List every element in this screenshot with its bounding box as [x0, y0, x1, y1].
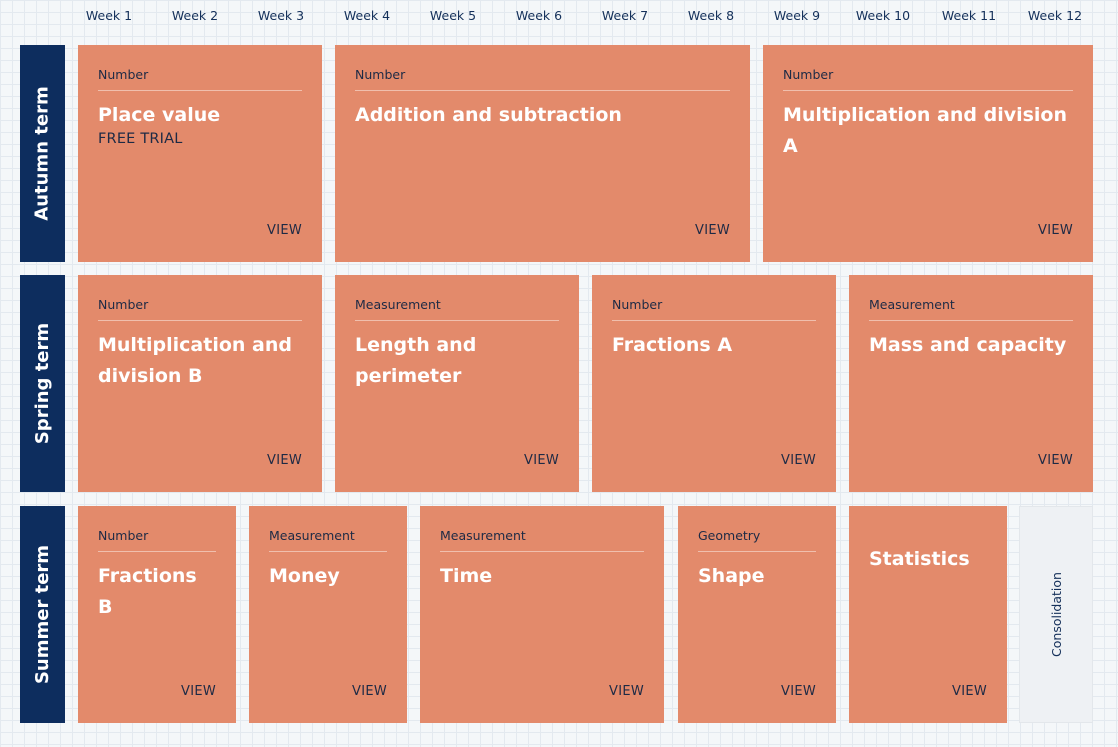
unit-title: Multiplication and division A [783, 104, 1068, 157]
unit-title: Time [440, 565, 493, 587]
week-label: Week 6 [515, 8, 563, 23]
unit-title-line: Length and [355, 334, 477, 356]
week-label: Week 3 [257, 8, 305, 23]
unit-card-fractions-a[interactable]: Number Fractions A VIEW [592, 275, 836, 492]
week-label: Week 11 [941, 8, 997, 23]
week-label: Week 12 [1027, 8, 1083, 23]
unit-title: Money [269, 565, 340, 587]
unit-card-shape[interactable]: Geometry Shape VIEW [678, 506, 836, 723]
strand-label: Measurement [355, 297, 559, 321]
unit-card-multiplication-division-b[interactable]: Number Multiplication and division B VIE… [78, 275, 322, 492]
week-label: Week 10 [855, 8, 911, 23]
week-label: Week 2 [171, 8, 219, 23]
view-link[interactable]: VIEW [181, 684, 216, 699]
view-link[interactable]: VIEW [1038, 223, 1073, 238]
view-link[interactable]: VIEW [267, 223, 302, 238]
week-label: Week 1 [85, 8, 133, 23]
unit-card-time[interactable]: Measurement Time VIEW [420, 506, 664, 723]
spring-term-label: Spring term [20, 275, 65, 492]
unit-title-line: perimeter [355, 365, 462, 387]
unit-card-mass-capacity[interactable]: Measurement Mass and capacity VIEW [849, 275, 1093, 492]
strand-label: Number [783, 67, 1073, 91]
view-link[interactable]: VIEW [952, 684, 987, 699]
unit-card-fractions-b[interactable]: Number Fractions B VIEW [78, 506, 236, 723]
view-link[interactable]: VIEW [781, 684, 816, 699]
free-trial-badge: FREE TRIAL [98, 131, 183, 147]
summer-term-label: Summer term [20, 506, 65, 723]
strand-label: Geometry [698, 528, 816, 552]
view-link[interactable]: VIEW [352, 684, 387, 699]
strand-label: Measurement [869, 297, 1073, 321]
unit-title: Addition and subtraction [355, 104, 622, 126]
unit-title: Place value [98, 104, 221, 126]
unit-card-statistics[interactable]: Statistics VIEW [849, 506, 1007, 723]
unit-title: Fractions A [612, 334, 733, 356]
summer-term-text: Summer term [32, 544, 53, 685]
view-link[interactable]: VIEW [267, 453, 302, 468]
week-label: Week 5 [429, 8, 477, 23]
unit-card-place-value[interactable]: Number Place value FREE TRIAL VIEW [78, 45, 322, 262]
strand-label: Number [98, 67, 302, 91]
strand-label: Number [98, 528, 216, 552]
unit-title: Mass and capacity [869, 334, 1067, 356]
unit-title: Length and perimeter [355, 330, 559, 392]
week-header: Week 1 Week 2 Week 3 Week 4 Week 5 Week … [66, 0, 1107, 32]
view-link[interactable]: VIEW [1038, 453, 1073, 468]
consolidation-block: Consolidation [1019, 506, 1093, 723]
strand-label: Number [98, 297, 302, 321]
unit-title: Shape [698, 565, 765, 587]
unit-title: Multiplication and division B [98, 330, 302, 392]
strand-label: Number [355, 67, 730, 91]
week-label: Week 8 [687, 8, 735, 23]
unit-title-line: division B [98, 365, 203, 387]
week-label: Week 4 [343, 8, 391, 23]
view-link[interactable]: VIEW [524, 453, 559, 468]
strand-label: Measurement [440, 528, 644, 552]
view-link[interactable]: VIEW [781, 453, 816, 468]
unit-card-multiplication-division-a[interactable]: Number Multiplication and division A VIE… [763, 45, 1093, 262]
unit-card-money[interactable]: Measurement Money VIEW [249, 506, 407, 723]
autumn-term-text: Autumn term [32, 86, 54, 221]
unit-title-line: Multiplication and [98, 334, 292, 356]
week-label: Week 7 [601, 8, 649, 23]
unit-card-addition-subtraction[interactable]: Number Addition and subtraction VIEW [335, 45, 750, 262]
strand-label: Number [612, 297, 816, 321]
view-link[interactable]: VIEW [695, 223, 730, 238]
unit-title: Statistics [869, 548, 970, 570]
strand-label: Measurement [269, 528, 387, 552]
unit-title: Fractions B [98, 565, 197, 618]
unit-card-length-perimeter[interactable]: Measurement Length and perimeter VIEW [335, 275, 579, 492]
week-label: Week 9 [773, 8, 821, 23]
consolidation-label: Consolidation [1048, 572, 1064, 657]
view-link[interactable]: VIEW [609, 684, 644, 699]
spring-term-text: Spring term [32, 322, 53, 445]
autumn-term-label: Autumn term [20, 45, 65, 262]
